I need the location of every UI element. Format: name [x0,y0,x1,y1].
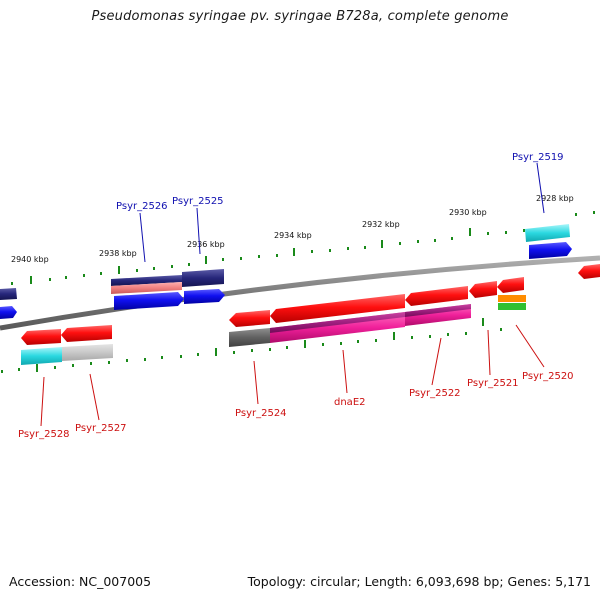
genome-backbone [0,255,600,331]
gene-label-Psyr_2519[interactable]: Psyr_2519 [512,152,564,163]
ruler-label-2938: 2938 kbp [99,249,137,258]
gene-arrow-dnaE2[interactable] [270,294,405,323]
gene-band-2524-grey[interactable] [229,328,270,347]
gene-band-2525-navy[interactable] [182,269,224,287]
gene-band-2520-orange[interactable] [498,295,526,302]
genome-summary-label: Topology: circular; Length: 6,093,698 bp… [247,574,591,589]
ruler-label-2934: 2934 kbp [274,231,312,240]
gene-band-2519-cyan[interactable] [525,224,570,242]
gene-arrow-2519[interactable] [529,242,572,259]
ruler-label-2928: 2928 kbp [536,194,574,203]
gene-label-dnaE2[interactable]: dnaE2 [334,397,366,408]
gene-label-Psyr_2524[interactable]: Psyr_2524 [235,408,287,419]
gene-arrow-2527[interactable] [61,325,112,342]
gene-arrow-navy-edge[interactable] [0,288,17,300]
gene-arrow-2526[interactable] [114,292,184,310]
gene-label-Psyr_2525[interactable]: Psyr_2525 [172,196,224,207]
label-leaders-top [139,162,545,263]
ruler-upper [11,211,595,285]
ruler-label-2940: 2940 kbp [11,255,49,264]
ruler-label-2930: 2930 kbp [449,208,487,217]
gene-arrow-right-edge[interactable] [578,264,600,279]
gene-arrow-2520[interactable] [497,277,524,293]
gene-arrow-2522[interactable] [405,286,468,306]
gene-band-dnaE2-purple-stripe[interactable] [270,312,405,333]
ruler-lower [1,318,502,373]
gene-band-2526-navy[interactable] [111,275,182,286]
gene-band-2528-cyan[interactable] [21,347,62,365]
gene-label-Psyr_2526[interactable]: Psyr_2526 [116,201,168,212]
ruler-label-2932: 2932 kbp [362,220,400,229]
gene-band-2520-green[interactable] [498,303,526,310]
gene-band-2526-salmon[interactable] [111,282,182,294]
page-title: Pseudomonas syringae pv. syringae B728a,… [91,9,509,24]
gene-label-Psyr_2522[interactable]: Psyr_2522 [409,388,461,399]
gene-arrow-2521[interactable] [469,281,497,298]
gene-arrow-blue-edge[interactable] [0,306,17,319]
gene-arrow-2525[interactable] [184,289,225,304]
gene-label-Psyr_2521[interactable]: Psyr_2521 [467,378,519,389]
gene-label-Psyr_2520[interactable]: Psyr_2520 [522,371,574,382]
gene-label-Psyr_2528[interactable]: Psyr_2528 [18,429,70,440]
label-leaders-bottom [40,324,545,427]
gene-label-Psyr_2527[interactable]: Psyr_2527 [75,423,127,434]
gene-arrow-2528[interactable] [21,329,61,345]
accession-label: Accession: NC_007005 [9,574,152,589]
gene-band-2527-grey[interactable] [62,344,113,361]
gene-band-2522-purple-stripe[interactable] [405,304,471,317]
ruler-label-2936: 2936 kbp [187,240,225,249]
gene-arrow-2524[interactable] [229,310,270,327]
